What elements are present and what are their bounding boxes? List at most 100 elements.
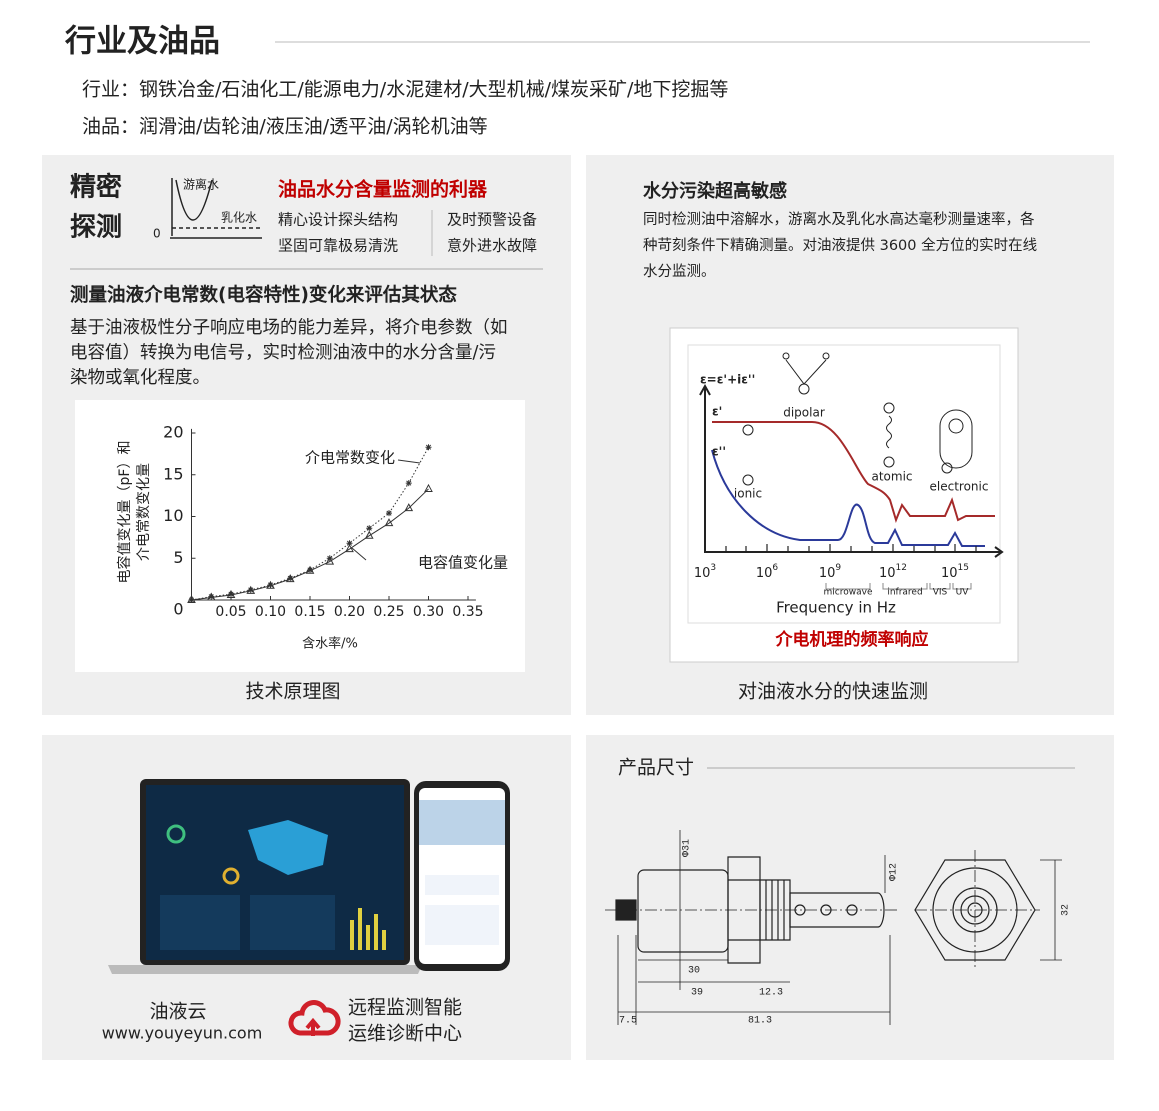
- marker: [384, 518, 394, 527]
- section-title: 产品尺寸: [618, 757, 694, 779]
- marker: [287, 575, 294, 582]
- body-line: 染物或氧化程度。: [70, 368, 210, 388]
- band: VIS: [933, 588, 948, 598]
- band: UV: [956, 588, 970, 598]
- dimension-drawing-part: [846, 904, 858, 916]
- tick-exp: 15: [958, 563, 969, 573]
- dimension-drawing-part: [617, 830, 1062, 1025]
- freq-tick-label: 109: [819, 563, 842, 581]
- marker: [325, 556, 335, 565]
- tick-base: 10: [756, 566, 773, 581]
- marker: [346, 540, 353, 547]
- marker: [366, 525, 373, 532]
- devices-illustration-part: [108, 965, 422, 974]
- dimension-drawing-part: [789, 892, 885, 928]
- caption: 对油液水分的快速监测: [738, 681, 928, 703]
- mechanism: electronic: [930, 480, 989, 494]
- heading: 探测: [70, 213, 122, 243]
- mechanism: atomic: [871, 470, 912, 484]
- chart-frame: [75, 400, 525, 672]
- freq-figure-part: [883, 402, 895, 414]
- feature: 精心设计探头结构: [278, 211, 398, 229]
- x-tick-label: 0.10: [255, 604, 286, 620]
- marker: [425, 444, 432, 451]
- figure-frame: [669, 327, 1019, 663]
- x-tick-label: 0.05: [215, 604, 246, 620]
- marker: [307, 566, 313, 573]
- freq-label: Frequency in Hz: [776, 599, 896, 617]
- freq-figure-part: [742, 474, 754, 486]
- devices-illustration: [108, 779, 510, 974]
- oil-line: 油品：润滑油/齿轮油/液压油/透平油/涡轮机油等: [82, 116, 488, 138]
- freq-figure-part: [699, 383, 1004, 558]
- devices-illustration-part: [350, 908, 386, 950]
- tick-base: 10: [879, 566, 896, 581]
- marker: [405, 480, 412, 487]
- x-tick-label: 0.25: [373, 604, 404, 620]
- devices-illustration-part: [250, 895, 335, 950]
- mechanism: ionic: [734, 487, 762, 501]
- chart: 0 5 10 15 20 0.05 0.10 0.15 0.20 0.25 0.30 0.35 含水率/…: [116, 423, 508, 652]
- icon-label: 0: [153, 227, 161, 241]
- freq-figure-part: [939, 409, 973, 469]
- marker: [424, 483, 433, 492]
- tick-exp: 9: [835, 563, 841, 573]
- freq-figure-part: [798, 383, 810, 395]
- icon-label: 游离水: [183, 177, 219, 192]
- brand: 油液云: [149, 1001, 206, 1023]
- marker: [226, 589, 236, 598]
- dimension: Φ31: [682, 839, 693, 857]
- freq-tick-label: 106: [756, 563, 779, 581]
- heading: 精密: [70, 172, 122, 203]
- marker: [206, 592, 216, 601]
- dimension-drawing: [605, 830, 1062, 1025]
- marker: [228, 591, 234, 598]
- x-axis-label: 含水率/%: [302, 636, 358, 652]
- freq-figure-part: [742, 424, 754, 436]
- freq-figure-part: [725, 544, 977, 552]
- tick-base: 10: [819, 566, 836, 581]
- slogan: 运维诊断中心: [348, 1023, 462, 1045]
- tick-base: 10: [694, 566, 711, 581]
- body-line: 同时检测油中溶解水，游离水及乳化水高达毫秒测量速率，各: [643, 210, 1035, 228]
- marker: [404, 503, 414, 512]
- body-line: 水分监测。: [643, 263, 716, 280]
- freq-figure-part: [782, 352, 790, 360]
- series-line: [191, 488, 429, 601]
- section-title: 测量油液介电常数(电容特性)变化来评估其状态: [70, 284, 457, 306]
- y-axis-label: 电容值变化量（pF）和: [116, 441, 133, 584]
- page-title: 行业及油品: [64, 24, 220, 60]
- dimension-drawing-part: [794, 904, 806, 916]
- marker: [364, 530, 374, 539]
- x-tick-label: 0.20: [334, 604, 365, 620]
- dimension: 32: [1061, 904, 1072, 916]
- legend-label: 电容值变化量: [418, 554, 508, 572]
- dimension: 81.3: [748, 1016, 772, 1027]
- section-title: 水分污染超高敏感: [643, 180, 787, 202]
- url: www.youyeyun.com: [102, 1024, 263, 1043]
- body-line: 电容值）转换为电信号，实时检测油液中的水分含量/污: [70, 343, 496, 363]
- devices-illustration-part: [222, 867, 240, 885]
- dimension: Φ12: [889, 863, 900, 881]
- dimension: 30: [688, 966, 700, 977]
- marker: [305, 565, 315, 574]
- marker: [247, 586, 254, 593]
- marker: [345, 544, 354, 553]
- dimension-drawing-part: [915, 850, 1040, 970]
- marker: [266, 580, 275, 589]
- freq-figure-part: [712, 421, 995, 524]
- body-line: 种苛刻条件下精确测量。对油液提供 3600 全方位的实时在线: [643, 236, 1037, 254]
- equation: ε=ε'+iε'': [700, 373, 755, 387]
- x-tick-label: 0.15: [294, 604, 325, 620]
- red-title: 油品水分含量监测的利器: [278, 178, 488, 201]
- marker: [187, 594, 196, 603]
- axis-symbol: ε'': [712, 445, 726, 459]
- dimension-drawing-part: [820, 904, 832, 916]
- devices-illustration-part: [419, 800, 505, 845]
- tick-exp: 12: [896, 563, 907, 573]
- water-icon-part: [170, 178, 262, 239]
- y-tick-label: 10: [163, 506, 183, 525]
- marker: [285, 574, 295, 583]
- devices-illustration-part: [425, 875, 499, 895]
- mechanism: dipolar: [783, 406, 825, 420]
